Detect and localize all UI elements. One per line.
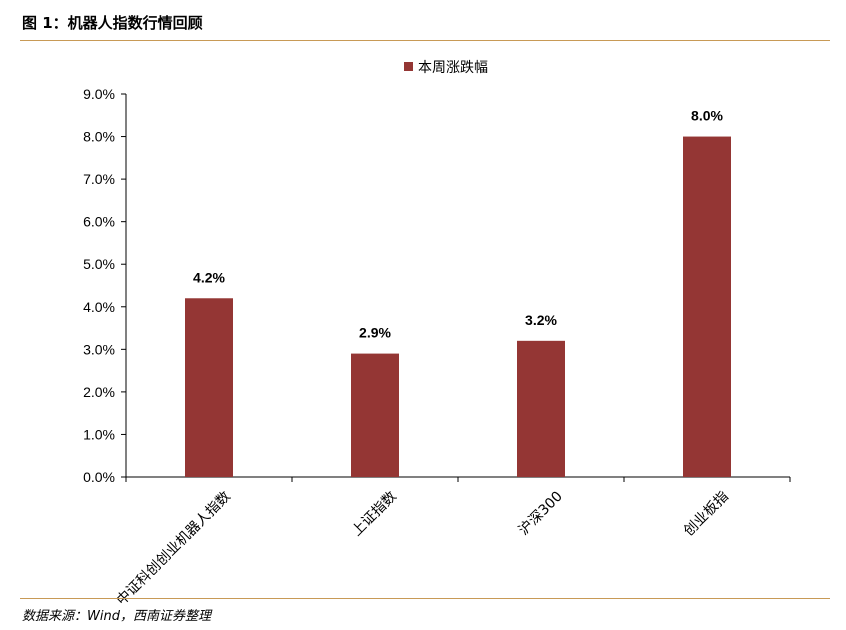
y-tick-label: 8.0% xyxy=(83,129,115,145)
y-tick-label: 9.0% xyxy=(83,86,115,102)
y-tick-label: 1.0% xyxy=(83,426,115,442)
data-label: 4.2% xyxy=(193,269,225,285)
bar xyxy=(185,298,233,477)
figure-title: 图 1：机器人指数行情回顾 xyxy=(22,14,203,32)
y-tick-label: 4.0% xyxy=(83,299,115,315)
y-tick-label: 0.0% xyxy=(83,469,115,485)
y-tick-label: 5.0% xyxy=(83,256,115,272)
data-label: 8.0% xyxy=(691,108,723,124)
bar xyxy=(683,136,731,478)
bar xyxy=(351,353,399,477)
x-category-label: 沪深300 xyxy=(516,489,566,539)
x-category-label: 上证指数 xyxy=(349,489,400,540)
legend-swatch xyxy=(404,62,413,71)
legend-label: 本周涨跌幅 xyxy=(418,60,488,76)
bottom-rule xyxy=(20,598,830,599)
y-tick-label: 6.0% xyxy=(83,214,115,230)
x-category-label: 创业板指 xyxy=(681,489,732,540)
y-tick-label: 3.0% xyxy=(83,341,115,357)
data-label: 2.9% xyxy=(359,325,391,341)
top-rule xyxy=(20,40,830,41)
x-category-label: 中证科创创业机器人指数 xyxy=(114,489,234,609)
bar xyxy=(517,340,565,477)
source-note: 数据来源：Wind，西南证券整理 xyxy=(22,609,211,624)
y-tick-label: 7.0% xyxy=(83,171,115,187)
data-label: 3.2% xyxy=(525,312,557,328)
y-tick-label: 2.0% xyxy=(83,384,115,400)
